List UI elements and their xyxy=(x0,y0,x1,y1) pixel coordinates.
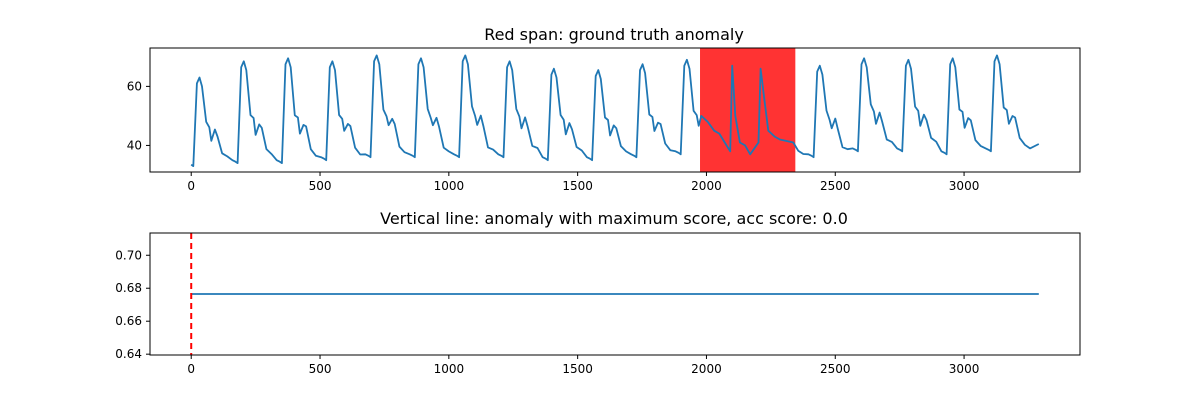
bottom-xtick-label: 2000 xyxy=(691,362,722,376)
top-chart: Red span: ground truth anomaly 0 500 1000 1… xyxy=(127,25,1081,193)
top-chart-title: Red span: ground truth anomaly xyxy=(484,25,744,44)
top-ytick-label: 40 xyxy=(127,138,142,152)
top-xtick-label: 2000 xyxy=(691,179,722,193)
bottom-ytick-label: 0.64 xyxy=(115,347,142,361)
top-ytick-label: 60 xyxy=(127,79,142,93)
bottom-chart: Vertical line: anomaly with maximum scor… xyxy=(115,209,1081,376)
bottom-xtick-label: 0 xyxy=(187,362,195,376)
top-xtick-label: 2500 xyxy=(820,179,851,193)
bottom-ticks: 0 500 1000 1500 2000 2500 3000 0.64 0.66 0.68 0.70 xyxy=(115,248,979,376)
bottom-xtick-label: 1000 xyxy=(434,362,465,376)
bottom-ytick-label: 0.66 xyxy=(115,314,142,328)
bottom-xtick-label: 500 xyxy=(309,362,332,376)
signal-line xyxy=(190,54,1040,167)
bottom-chart-title: Vertical line: anomaly with maximum scor… xyxy=(380,209,848,228)
bottom-ytick-label: 0.70 xyxy=(115,248,142,262)
bottom-axes-frame xyxy=(149,232,1081,356)
top-xtick-label: 500 xyxy=(309,179,332,193)
top-xtick-label: 1000 xyxy=(434,179,465,193)
bottom-xtick-label: 3000 xyxy=(949,362,980,376)
top-axes-frame xyxy=(149,47,1081,173)
bottom-ytick-label: 0.68 xyxy=(115,281,142,295)
bottom-xtick-label: 2500 xyxy=(820,362,851,376)
top-xtick-label: 0 xyxy=(187,179,195,193)
anomaly-span xyxy=(700,48,796,172)
top-xtick-label: 3000 xyxy=(949,179,980,193)
bottom-xtick-label: 1500 xyxy=(562,362,593,376)
top-ticks: 0 500 1000 1500 2000 2500 3000 40 60 xyxy=(127,79,980,193)
top-plot-area xyxy=(150,48,1080,172)
top-xtick-label: 1500 xyxy=(562,179,593,193)
